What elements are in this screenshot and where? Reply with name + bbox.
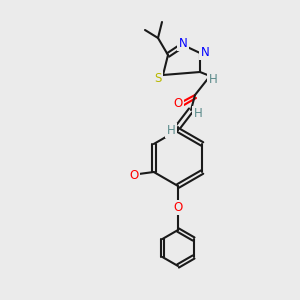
Text: O: O: [173, 97, 183, 110]
Text: H: H: [194, 107, 202, 120]
Text: O: O: [173, 201, 183, 214]
Text: H: H: [208, 73, 217, 86]
Text: N: N: [178, 37, 188, 50]
Text: S: S: [154, 72, 162, 85]
Text: N: N: [201, 46, 209, 59]
Text: H: H: [167, 124, 176, 137]
Text: O: O: [129, 169, 138, 182]
